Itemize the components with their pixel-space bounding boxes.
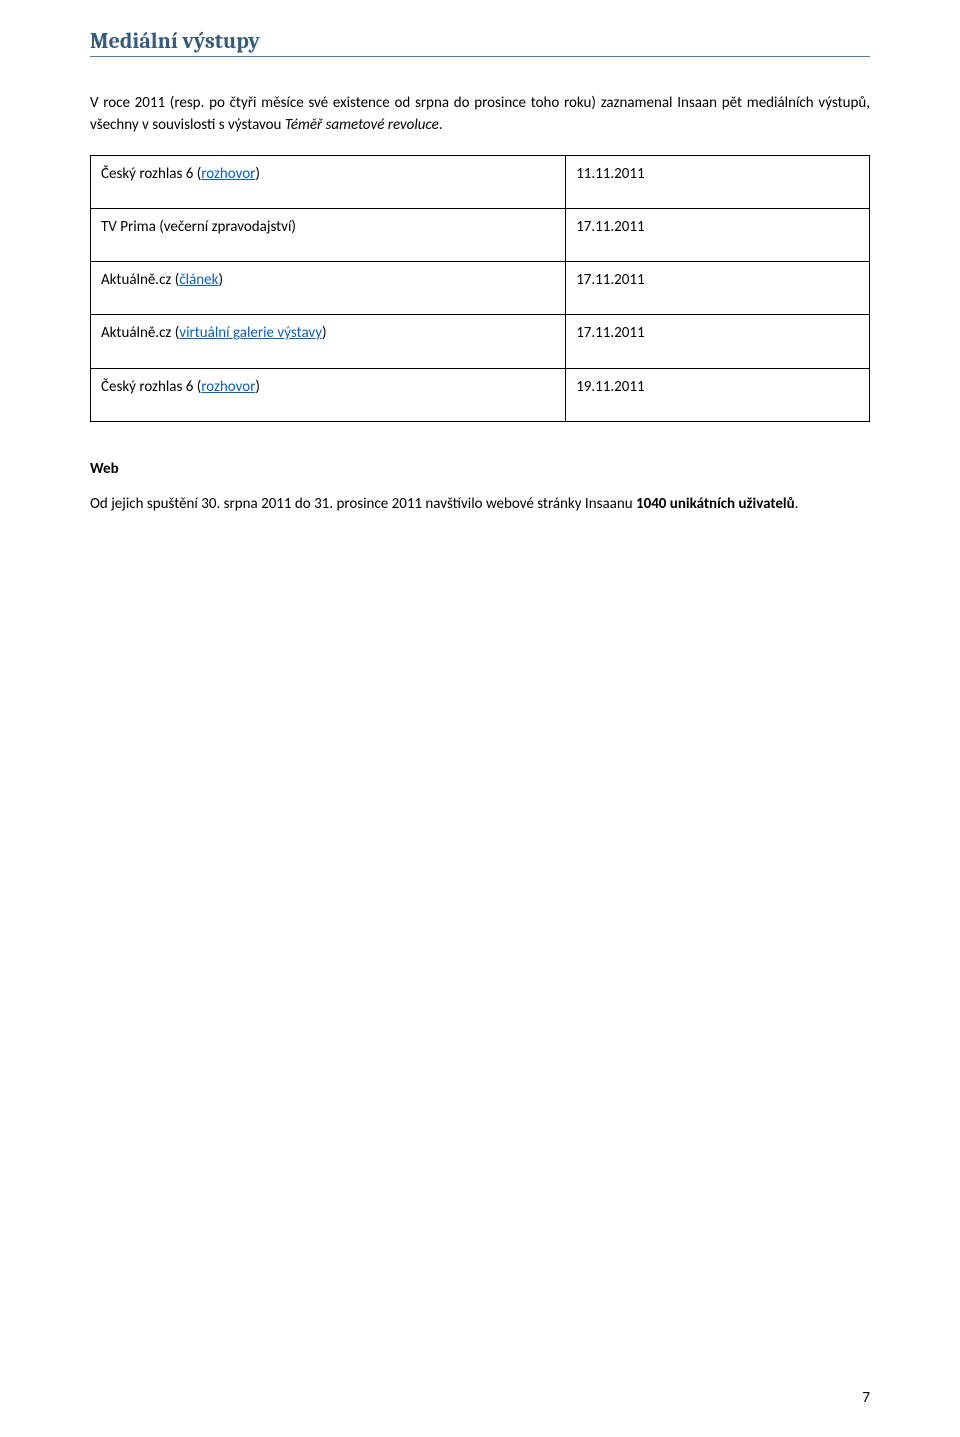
table-row: Aktuálně.cz (článek) 17.11.2011 (91, 262, 870, 315)
label-pre: Český rozhlas 6 ( (101, 165, 201, 183)
media-date-cell: 17.11.2011 (566, 208, 870, 261)
web-text-bold: 1040 unikátních uživatelů (636, 495, 795, 513)
table-row: Aktuálně.cz (virtuální galerie výstavy) … (91, 315, 870, 368)
web-text-pre: Od jejich spuštění 30. srpna 2011 do 31.… (90, 495, 636, 513)
table-row: Český rozhlas 6 (rozhovor) 11.11.2011 (91, 155, 870, 208)
media-link[interactable]: rozhovor (201, 378, 255, 396)
media-date-cell: 19.11.2011 (566, 368, 870, 421)
media-link[interactable]: článek (179, 271, 218, 289)
media-link[interactable]: virtuální galerie výstavy (179, 324, 322, 342)
media-date-cell: 17.11.2011 (566, 262, 870, 315)
media-link[interactable]: rozhovor (201, 165, 255, 183)
intro-text-italic: Téměř sametové revoluce (285, 116, 439, 134)
media-label-cell: Český rozhlas 6 (rozhovor) (91, 155, 566, 208)
label-post: ) (322, 324, 327, 342)
web-text-post: . (795, 495, 799, 513)
intro-text-pre: V roce 2011 (resp. po čtyři měsíce své e… (90, 94, 870, 134)
page: Mediální výstupy V roce 2011 (resp. po č… (0, 0, 960, 1437)
media-label-cell: TV Prima (večerní zpravodajství) (91, 208, 566, 261)
label-pre: Aktuálně.cz ( (101, 271, 179, 289)
media-date-cell: 17.11.2011 (566, 315, 870, 368)
table-row: Český rozhlas 6 (rozhovor) 19.11.2011 (91, 368, 870, 421)
media-label-cell: Český rozhlas 6 (rozhovor) (91, 368, 566, 421)
table-row: TV Prima (večerní zpravodajství) 17.11.2… (91, 208, 870, 261)
label-post: ) (218, 271, 223, 289)
intro-text-post: . (439, 116, 443, 134)
section-title: Mediální výstupy (90, 28, 870, 57)
media-label-cell: Aktuálně.cz (virtuální galerie výstavy) (91, 315, 566, 368)
label-pre: TV Prima (večerní zpravodajství) (101, 218, 296, 236)
web-heading: Web (90, 460, 870, 478)
media-label-cell: Aktuálně.cz (článek) (91, 262, 566, 315)
intro-paragraph: V roce 2011 (resp. po čtyři měsíce své e… (90, 93, 870, 137)
label-post: ) (255, 165, 260, 183)
label-pre: Český rozhlas 6 ( (101, 378, 201, 396)
page-number: 7 (862, 1389, 870, 1407)
media-date-cell: 11.11.2011 (566, 155, 870, 208)
label-pre: Aktuálně.cz ( (101, 324, 179, 342)
media-outputs-table: Český rozhlas 6 (rozhovor) 11.11.2011 TV… (90, 155, 870, 422)
label-post: ) (255, 378, 260, 396)
web-paragraph: Od jejich spuštění 30. srpna 2011 do 31.… (90, 494, 870, 516)
